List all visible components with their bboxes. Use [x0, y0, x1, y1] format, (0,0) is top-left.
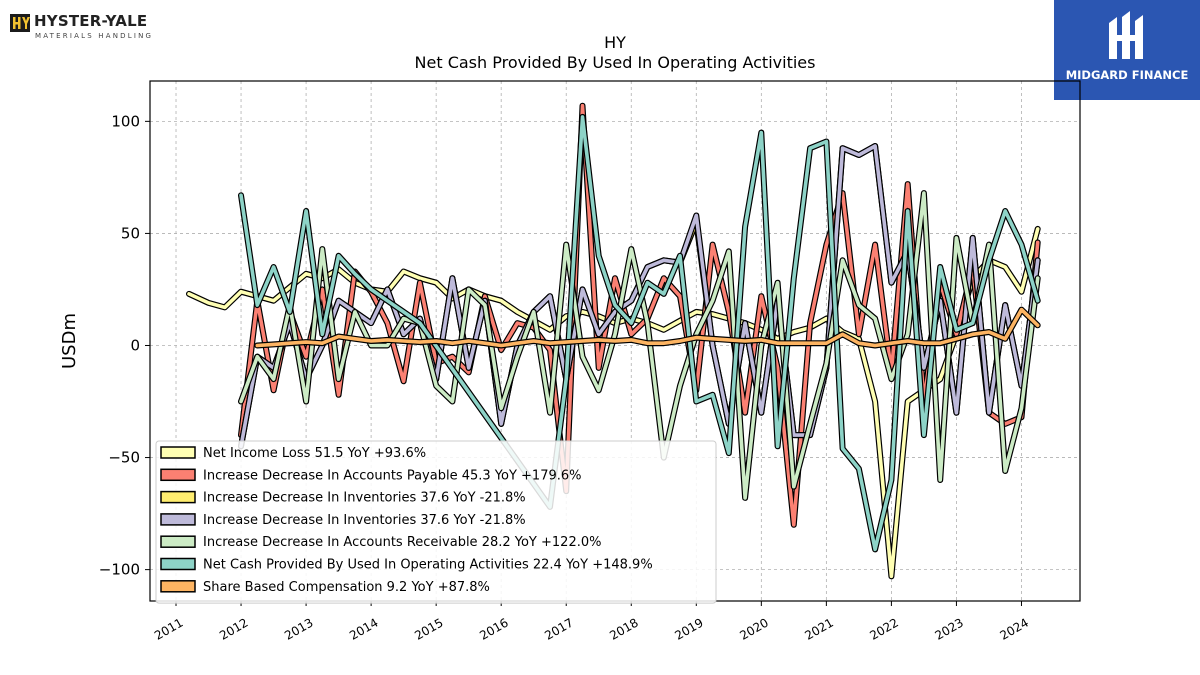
- brand-logo-right: MIDGARD FINANCE: [1054, 0, 1200, 100]
- brand-right-name: MIDGARD FINANCE: [1065, 68, 1189, 82]
- y-tick-label: 100: [111, 112, 140, 130]
- legend-swatch: [160, 468, 196, 482]
- chart-title: HY: [604, 33, 626, 52]
- x-tick-label: 2017: [542, 615, 575, 642]
- x-tick-label: 2014: [347, 615, 380, 642]
- y-tick-label: 50: [121, 224, 140, 242]
- legend-swatch: [160, 535, 196, 548]
- x-tick-label: 2013: [282, 615, 315, 642]
- x-tick-label: 2023: [932, 615, 965, 642]
- y-tick-label: −50: [108, 449, 140, 467]
- x-tick-label: 2012: [217, 615, 250, 642]
- legend-label: Increase Decrease In Inventories 37.6 Yo…: [203, 513, 526, 528]
- legend-entry: Net Cash Provided By Used In Operating A…: [160, 557, 653, 573]
- legend-entry: Share Based Compensation 9.2 YoY +87.8%: [160, 580, 490, 595]
- legend-label: Increase Decrease In Accounts Payable 45…: [203, 468, 582, 483]
- legend-label: Net Income Loss 51.5 YoY +93.6%: [203, 446, 426, 461]
- chart-subtitle: Net Cash Provided By Used In Operating A…: [415, 53, 816, 72]
- x-tick-label: 2020: [737, 615, 770, 642]
- legend-entry: Net Income Loss 51.5 YoY +93.6%: [160, 446, 426, 461]
- x-tick-label: 2019: [672, 615, 705, 642]
- x-axis-ticks: 2011 2012 2013 2014 2015 2016 2017 2018 2019 2020…: [152, 601, 1031, 643]
- legend-swatch: [160, 580, 196, 593]
- midgard-logo-icon: [1109, 11, 1143, 59]
- x-tick-label: 2015: [412, 615, 445, 642]
- legend: Net Income Loss 51.5 YoY +93.6% Increase …: [155, 440, 717, 604]
- legend-swatch: [160, 446, 196, 459]
- x-tick-label: 2021: [802, 615, 835, 642]
- legend-swatch: [160, 557, 196, 571]
- brand-logo-left: HYSTER-YALE MATERIALS HANDLING: [8, 10, 158, 44]
- hyster-yale-logo-icon: [10, 14, 30, 32]
- y-axis-label: USDm: [59, 313, 80, 369]
- brand-left-name: HYSTER-YALE: [34, 12, 148, 30]
- y-axis-ticks: −100 −50 0 50 100: [99, 112, 150, 579]
- legend-entry: Increase Decrease In Accounts Payable 45…: [160, 468, 582, 483]
- series-line-6: [254, 306, 1041, 349]
- series-line-5: [238, 113, 1041, 553]
- legend-entry: Increase Decrease In Accounts Receivable…: [160, 535, 601, 550]
- y-tick-label: −100: [99, 561, 140, 579]
- plot-area: [186, 102, 1041, 580]
- x-tick-label: 2018: [607, 615, 640, 642]
- brand-left-subtitle: MATERIALS HANDLING: [35, 32, 154, 40]
- legend-label: Increase Decrease In Accounts Receivable…: [203, 535, 601, 550]
- legend-label: Increase Decrease In Inventories 37.6 Yo…: [203, 491, 526, 506]
- x-tick-label: 2011: [152, 615, 185, 642]
- x-tick-label: 2022: [867, 615, 900, 642]
- legend-swatch: [160, 513, 196, 526]
- legend-box: [155, 440, 717, 604]
- legend-entry: Increase Decrease In Inventories 37.6 Yo…: [160, 513, 526, 528]
- legend-entry: Increase Decrease In Inventories 37.6 Yo…: [160, 490, 526, 506]
- y-tick-label: 0: [130, 336, 140, 354]
- legend-swatch: [160, 490, 196, 504]
- legend-label: Net Cash Provided By Used In Operating A…: [203, 558, 653, 573]
- x-tick-label: 2016: [477, 615, 510, 642]
- legend-label: Share Based Compensation 9.2 YoY +87.8%: [203, 580, 490, 595]
- x-tick-label: 2024: [998, 615, 1031, 642]
